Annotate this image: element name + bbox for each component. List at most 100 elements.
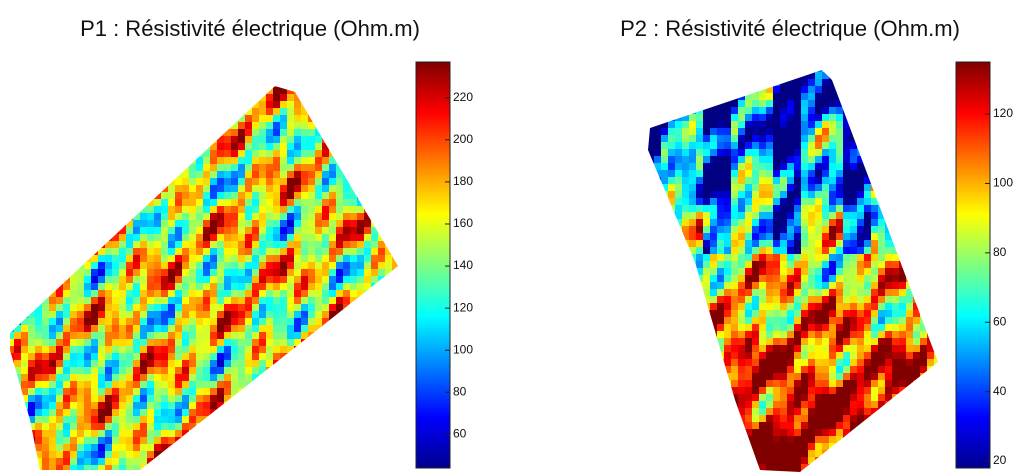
field-cell bbox=[217, 374, 224, 381]
field-cell bbox=[161, 136, 168, 143]
field-cell bbox=[661, 142, 668, 149]
field-cell bbox=[147, 94, 154, 101]
field-cell bbox=[245, 255, 252, 262]
field-cell bbox=[10, 143, 14, 150]
field-cell bbox=[773, 107, 780, 114]
field-cell bbox=[661, 170, 668, 177]
field-cell bbox=[70, 458, 77, 465]
field-cell bbox=[794, 429, 801, 436]
field-cell bbox=[210, 346, 217, 353]
field-cell bbox=[766, 184, 773, 191]
field-cell bbox=[154, 339, 161, 346]
field-cell bbox=[752, 282, 759, 289]
field-cell bbox=[661, 79, 668, 86]
field-cell bbox=[70, 220, 77, 227]
field-cell bbox=[689, 121, 696, 128]
field-cell bbox=[147, 381, 154, 388]
field-cell bbox=[252, 318, 259, 325]
field-cell bbox=[287, 164, 294, 171]
field-cell bbox=[350, 311, 357, 318]
field-cell bbox=[710, 457, 717, 464]
field-cell bbox=[675, 240, 682, 247]
field-cell bbox=[731, 205, 738, 212]
field-cell bbox=[780, 247, 787, 254]
field-cell bbox=[0, 234, 7, 241]
field-cell bbox=[343, 136, 350, 143]
field-cell bbox=[287, 255, 294, 262]
field-cell bbox=[294, 192, 301, 199]
field-cell bbox=[661, 156, 668, 163]
field-cell bbox=[168, 234, 175, 241]
field-cell bbox=[794, 86, 801, 93]
field-cell bbox=[696, 107, 703, 114]
field-cell bbox=[42, 87, 49, 94]
field-cell bbox=[759, 107, 766, 114]
field-cell bbox=[14, 465, 21, 470]
field-cell bbox=[42, 458, 49, 465]
field-cell bbox=[675, 261, 682, 268]
field-cell bbox=[182, 290, 189, 297]
field-cell bbox=[210, 241, 217, 248]
field-cell bbox=[231, 171, 238, 178]
field-cell bbox=[745, 345, 752, 352]
field-cell bbox=[126, 360, 133, 367]
field-cell bbox=[640, 415, 647, 422]
field-cell bbox=[294, 269, 301, 276]
field-cell bbox=[752, 128, 759, 135]
field-cell bbox=[168, 178, 175, 185]
field-cell bbox=[822, 142, 829, 149]
field-cell bbox=[63, 276, 70, 283]
field-cell bbox=[738, 338, 745, 345]
field-cell bbox=[28, 262, 35, 269]
field-cell bbox=[766, 86, 773, 93]
field-cell bbox=[126, 430, 133, 437]
field-cell bbox=[371, 255, 378, 262]
field-cell bbox=[28, 234, 35, 241]
field-cell bbox=[189, 199, 196, 206]
field-cell bbox=[780, 331, 787, 338]
field-cell bbox=[336, 381, 343, 388]
field-cell bbox=[364, 115, 371, 122]
field-cell bbox=[10, 304, 14, 311]
field-cell bbox=[140, 444, 147, 451]
field-cell bbox=[682, 429, 689, 436]
field-cell bbox=[14, 283, 21, 290]
field-cell bbox=[217, 171, 224, 178]
field-cell bbox=[0, 311, 7, 318]
field-cell bbox=[357, 311, 364, 318]
field-cell bbox=[133, 332, 140, 339]
field-cell bbox=[140, 290, 147, 297]
field-cell bbox=[648, 128, 654, 135]
field-cell bbox=[836, 317, 843, 324]
field-cell bbox=[154, 199, 161, 206]
field-cell bbox=[84, 86, 91, 87]
field-cell bbox=[196, 178, 203, 185]
field-cell bbox=[766, 429, 773, 436]
field-cell bbox=[682, 240, 689, 247]
field-cell bbox=[84, 143, 91, 150]
field-cell bbox=[336, 346, 343, 353]
field-cell bbox=[654, 128, 661, 135]
field-cell bbox=[119, 94, 126, 101]
field-cell bbox=[801, 114, 808, 121]
field-cell bbox=[28, 339, 35, 346]
field-cell bbox=[315, 206, 322, 213]
field-cell bbox=[801, 226, 808, 233]
field-cell bbox=[210, 360, 217, 367]
field-cell bbox=[154, 465, 161, 470]
field-cell bbox=[203, 255, 210, 262]
field-cell bbox=[49, 416, 56, 423]
field-cell bbox=[217, 87, 224, 94]
field-cell bbox=[378, 262, 385, 269]
field-cell bbox=[42, 416, 49, 423]
field-cell bbox=[315, 465, 322, 470]
field-cell bbox=[717, 457, 724, 464]
field-cell bbox=[91, 283, 98, 290]
field-cell bbox=[287, 437, 294, 444]
field-cell bbox=[119, 283, 126, 290]
field-cell bbox=[140, 129, 147, 136]
field-cell bbox=[364, 367, 371, 374]
field-cell bbox=[752, 142, 759, 149]
field-cell bbox=[724, 184, 731, 191]
field-cell bbox=[301, 227, 308, 234]
